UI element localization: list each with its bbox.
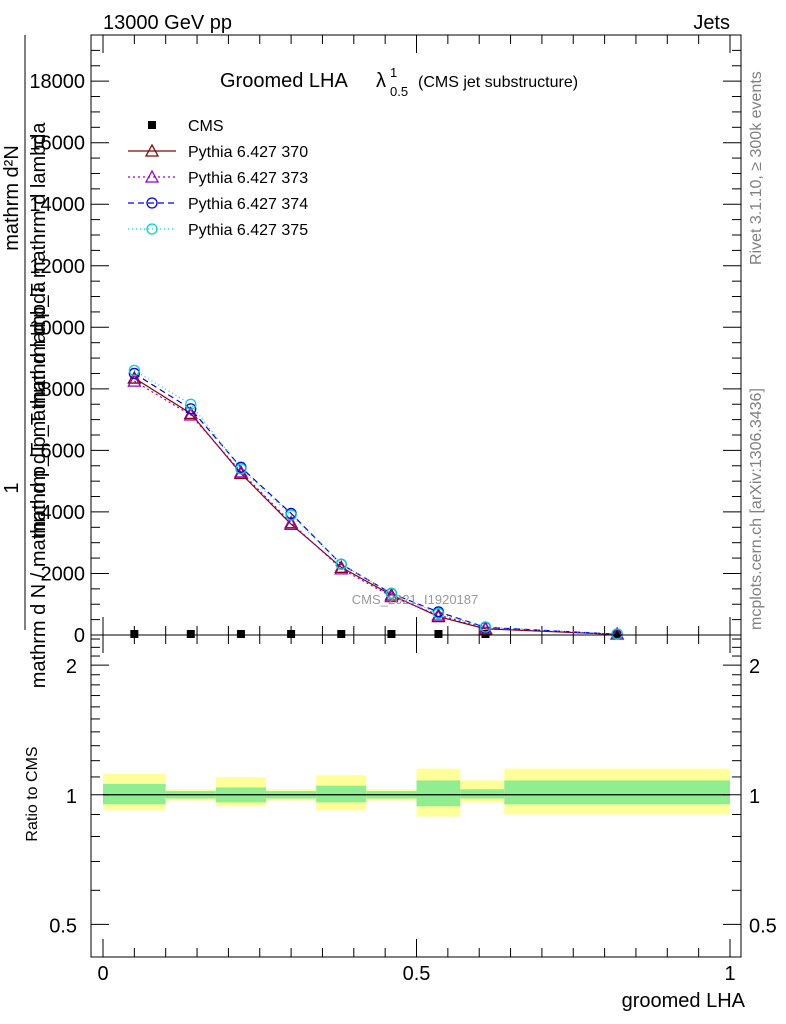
ratio-inner-band bbox=[416, 780, 461, 807]
series-line bbox=[134, 372, 618, 635]
ratio-ytick-label-right: 2 bbox=[749, 656, 760, 678]
main-ytick-label: 18000 bbox=[29, 71, 85, 93]
ratio-inner-band bbox=[504, 780, 730, 805]
main-axis-ticks: 0 2000 4000 6000 8000 10000 12000 14000 16000 180… bbox=[29, 34, 741, 647]
ratio-ylabel: Ratio to CMS bbox=[24, 746, 41, 841]
data-point bbox=[186, 630, 195, 638]
data-point bbox=[432, 607, 445, 620]
data-point bbox=[185, 403, 197, 415]
x-axis-label: groomed LHA bbox=[622, 990, 746, 1012]
data-point bbox=[287, 630, 296, 638]
main-series bbox=[127, 364, 625, 640]
data-point bbox=[384, 587, 399, 601]
data-point bbox=[385, 587, 398, 600]
ratio-xtick-label: 1 bbox=[724, 963, 735, 985]
main-ytick-label: 8000 bbox=[41, 379, 86, 401]
main-ytick-label: 16000 bbox=[29, 133, 85, 155]
main-ylabel-line-3: mathrm d N / mathrm d p_T mathrm d lambd… bbox=[28, 281, 50, 688]
plot-title-text: Groomed LHA bbox=[220, 70, 348, 92]
data-point bbox=[431, 607, 446, 621]
ratio-ytick-label: 0.5 bbox=[49, 915, 77, 937]
data-point bbox=[611, 628, 623, 640]
data-point bbox=[144, 169, 160, 183]
energy-label: 13000 GeV pp bbox=[103, 12, 232, 34]
data-point bbox=[613, 630, 622, 638]
plot-title-sup: 1 bbox=[390, 65, 397, 80]
ratio-inner-band bbox=[460, 789, 505, 799]
data-point bbox=[284, 515, 299, 529]
data-point bbox=[128, 364, 141, 377]
legend-entry: Pythia 6.427 373 bbox=[128, 169, 308, 187]
ratio-ytick-label: 1 bbox=[66, 786, 77, 808]
data-point bbox=[479, 621, 492, 633]
plot-title-note: (CMS jet substructure) bbox=[418, 74, 578, 91]
legend-label: Pythia 6.427 375 bbox=[188, 222, 308, 239]
rivet-version-label: Rivet 3.1.10, ≥ 300k events bbox=[748, 71, 765, 265]
plot-title: Groomed LHA λ 1 0.5 (CMS jet substructur… bbox=[220, 65, 578, 99]
legend-entry: Pythia 6.427 370 bbox=[128, 143, 308, 161]
data-point bbox=[337, 630, 346, 638]
legend-entry: Pythia 6.427 374 bbox=[128, 196, 308, 213]
data-point bbox=[334, 559, 349, 573]
main-ytick-label: 6000 bbox=[41, 440, 86, 462]
mcplots-label: mcplots.cern.ch [arXiv:1306.3436] bbox=[748, 388, 765, 630]
data-point bbox=[148, 121, 156, 129]
ratio-xtick-label: 0 bbox=[97, 963, 108, 985]
data-point bbox=[478, 620, 493, 634]
ratio-inner-band bbox=[103, 783, 166, 805]
data-point bbox=[185, 398, 197, 410]
plot-title-sub: 0.5 bbox=[390, 84, 408, 99]
data-point bbox=[146, 223, 158, 235]
data-point bbox=[384, 589, 399, 603]
main-ylabel-line-2: mathrm d p_T mathrm d p_T mathrm d lambd… bbox=[28, 122, 50, 538]
ratio-inner-band bbox=[316, 785, 367, 803]
plot-title-symbol: λ bbox=[376, 70, 386, 92]
main-ytick-label: 0 bbox=[74, 625, 85, 647]
main-ylabel-num: 1 bbox=[1, 482, 23, 493]
data-point bbox=[387, 630, 396, 638]
main-ytick-label: 14000 bbox=[29, 194, 85, 216]
main-ytick-label: 4000 bbox=[41, 502, 86, 524]
data-point bbox=[130, 630, 139, 638]
data-point bbox=[235, 463, 247, 475]
data-point bbox=[128, 367, 141, 380]
data-point bbox=[236, 630, 245, 638]
main-ytick-label: 10000 bbox=[29, 317, 85, 339]
data-point bbox=[146, 197, 158, 209]
main-ytick-label: 2000 bbox=[41, 563, 86, 585]
data-point bbox=[434, 630, 443, 638]
ratio-axis-ticks: 0.5 0.5 1 1 2 2 0 0.5 1 bbox=[49, 635, 777, 985]
data-point bbox=[183, 407, 198, 421]
ratio-ytick-label-right: 1 bbox=[749, 786, 760, 808]
data-point bbox=[127, 373, 142, 387]
legend-entry: CMS bbox=[148, 118, 224, 135]
legend-label: CMS bbox=[188, 118, 224, 135]
legend: CMS Pythia 6.427 370 Pythia 6.427 373 Pythi… bbox=[128, 118, 308, 239]
main-ytick-label: 12000 bbox=[29, 256, 85, 278]
legend-label: Pythia 6.427 373 bbox=[188, 170, 308, 187]
data-point bbox=[144, 143, 160, 157]
ratio-ytick-label-right: 0.5 bbox=[749, 915, 777, 937]
ratio-uncertainty-bands bbox=[103, 768, 730, 817]
analysis-watermark: CMS_2021_I1920187 bbox=[352, 592, 479, 607]
data-point bbox=[284, 516, 299, 530]
data-point bbox=[285, 509, 297, 521]
legend-label: Pythia 6.427 370 bbox=[188, 144, 308, 161]
category-label: Jets bbox=[693, 12, 730, 34]
ratio-ytick-label: 2 bbox=[66, 656, 77, 678]
legend-entry: Pythia 6.427 375 bbox=[128, 222, 308, 239]
data-point bbox=[335, 558, 347, 570]
legend-label: Pythia 6.427 374 bbox=[188, 196, 308, 213]
main-ylabel-line-1: mathrm d²N bbox=[1, 145, 23, 251]
main-ylabel: 1 mathrm d²N mathrm d p_T mathrm d p_T m… bbox=[1, 35, 50, 688]
ratio-xtick-label: 0.5 bbox=[403, 963, 431, 985]
